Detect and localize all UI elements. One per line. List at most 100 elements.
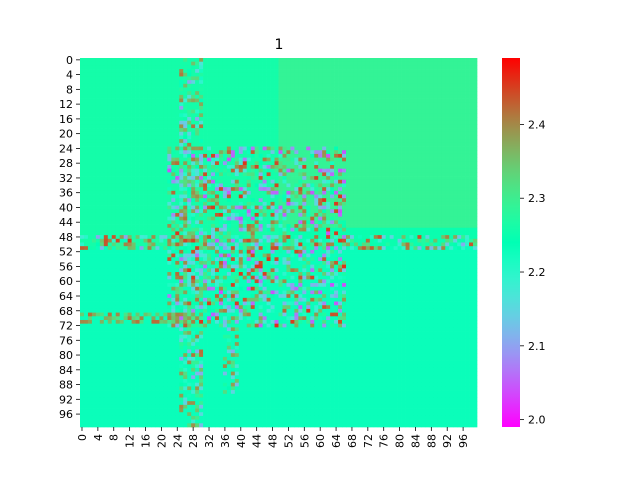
heat-cell [314,131,319,136]
heat-cell [274,187,279,192]
heat-cell [330,135,335,140]
heat-cell [151,235,156,240]
heat-cell [345,87,351,92]
heat-cell [389,194,394,199]
heat-cell [441,194,446,199]
heat-cell [246,220,252,225]
heat-cell [270,153,275,158]
heat-cell [254,135,259,140]
heat-cell [103,139,109,144]
heat-cell [274,69,279,74]
heat-cell [199,76,204,81]
heat-cell [91,227,97,232]
heat-cell [326,109,331,114]
heat-cell [294,212,299,218]
heat-cell [171,194,176,199]
heat-cell [167,165,172,170]
heat-cell [381,98,387,103]
heat-cell [139,168,144,173]
heat-cell [274,94,279,99]
heat-cell [282,120,287,125]
heat-cell [401,87,406,92]
heat-cell [103,168,109,173]
heat-cell [437,80,442,85]
heat-cell [155,87,160,92]
heat-cell [405,105,410,111]
heat-cell [99,124,105,129]
heat-cell [143,94,148,99]
heat-cell [306,176,311,181]
heat-cell [290,58,295,63]
heat-cell [191,105,196,111]
heat-cell [401,102,406,107]
heat-cell [345,220,351,225]
heat-cell [230,131,236,136]
heat-cell [171,58,176,63]
heat-cell [119,135,125,140]
heat-cell [230,168,236,173]
heat-cell [143,212,148,218]
heat-cell [226,190,232,195]
heat-cell [246,157,252,162]
heat-cell [322,120,327,125]
heat-cell [437,117,442,122]
heat-cell [234,87,240,92]
heat-cell [389,142,394,147]
heat-cell [449,231,454,236]
heat-cell [214,201,220,206]
heat-cell [187,124,192,129]
heat-cell [254,113,259,118]
heat-cell [353,224,359,229]
heat-cell [274,131,279,136]
heat-cell [465,83,470,88]
heat-cell [369,98,375,103]
heat-cell [159,61,164,66]
heat-cell [282,231,287,236]
heat-cell [473,165,478,170]
heat-cell [250,94,256,99]
heat-cell [369,58,375,63]
heat-cell [302,198,307,203]
heat-cell [214,128,220,133]
heat-cell [163,124,168,129]
heat-cell [373,80,379,85]
heat-cell [417,183,422,188]
heat-cell [397,120,402,125]
heat-cell [433,238,438,243]
heat-cell [425,117,430,122]
heat-cell [250,113,256,118]
heat-cell [167,58,172,63]
heat-cell [80,165,85,170]
heat-cell [218,83,224,88]
heat-cell [361,153,367,158]
heat-cell [298,83,303,88]
heat-cell [83,94,89,99]
heat-cell [409,205,414,210]
heat-cell [453,124,458,129]
heat-cell [139,179,144,184]
heat-cell [238,109,244,114]
heat-cell [175,179,180,184]
heat-cell [183,65,188,70]
heat-cell [278,201,283,206]
heat-cell [314,102,319,107]
heat-cell [393,58,398,63]
heat-cell [453,212,458,218]
heat-cell [87,238,93,243]
heat-cell [425,83,430,88]
heat-cell [131,238,136,243]
heat-cell [226,128,232,133]
heat-cell [203,98,208,103]
heat-cell [80,98,85,103]
heat-cell [183,183,188,188]
heat-cell [238,61,244,66]
heat-cell [342,109,347,114]
heat-cell [270,227,275,232]
heat-cell [389,190,394,195]
heat-cell [441,142,446,147]
heat-cell [183,58,188,63]
heat-cell [425,224,430,229]
heat-cell [369,212,375,218]
heat-cell [365,216,371,221]
heat-cell [111,227,117,232]
